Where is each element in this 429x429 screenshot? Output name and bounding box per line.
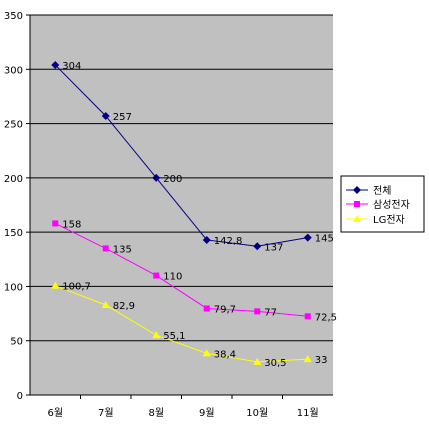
- data-point: [51, 281, 60, 289]
- data-label: 145: [315, 234, 334, 245]
- data-label: 142,8: [214, 236, 243, 247]
- data-label: 304: [62, 61, 81, 72]
- x-tick-label: 7월: [98, 407, 114, 419]
- data-point: [304, 313, 311, 320]
- legend-marker: [353, 215, 361, 222]
- data-point: [52, 220, 59, 227]
- x-tick-label: 10월: [246, 407, 268, 419]
- data-point: [101, 111, 110, 120]
- y-tick-label: 200: [4, 174, 23, 185]
- data-label: 200: [163, 174, 182, 185]
- data-label: 38,4: [214, 349, 236, 360]
- data-label: 55,1: [163, 331, 185, 342]
- y-tick-label: 350: [4, 11, 23, 22]
- data-label: 100,7: [62, 282, 91, 293]
- axes: 0 50 100 150 200 250 300 350 6월 7월 8월 9월 10월 11월: [4, 11, 333, 419]
- y-tick-label: 250: [4, 120, 23, 131]
- data-point: [152, 173, 161, 182]
- x-tick-label: 11월: [297, 407, 319, 419]
- data-point: [202, 235, 211, 244]
- data-point: [202, 349, 211, 357]
- data-label: 257: [113, 112, 132, 123]
- plot-area: [30, 15, 333, 395]
- legend-label: 삼성전자: [373, 199, 410, 211]
- data-point: [153, 272, 160, 279]
- y-tick-label: 300: [4, 65, 23, 76]
- data-label: 72,5: [315, 312, 337, 323]
- x-tick-label: 6월: [47, 407, 63, 419]
- gridlines: [30, 14, 333, 342]
- series-line: [55, 223, 308, 317]
- legend-label: 전체: [373, 185, 391, 197]
- data-point: [203, 305, 210, 312]
- data-labels: 304 257 200 142,8 137 145 158 135 110 79,7 77 72,5 1…: [62, 61, 337, 369]
- series-line: [54, 64, 308, 247]
- data-point: [102, 245, 109, 252]
- data-label: 82,9: [113, 301, 135, 312]
- data-label: 158: [62, 219, 81, 230]
- data-label: 30,5: [264, 358, 286, 369]
- data-label: 79,7: [214, 304, 236, 315]
- y-tick-label: 150: [4, 228, 23, 239]
- legend-label: LG전자: [373, 214, 405, 226]
- data-point: [303, 355, 312, 363]
- legend-marker: [353, 186, 361, 194]
- data-label: 135: [113, 244, 132, 255]
- series-line: [55, 285, 308, 363]
- data-point: [303, 233, 312, 242]
- data-label: 33: [315, 355, 328, 366]
- data-point: [51, 60, 60, 69]
- data-point: [101, 300, 110, 308]
- data-label: 137: [264, 242, 283, 253]
- data-label: 110: [163, 272, 182, 283]
- data-point: [253, 357, 262, 365]
- x-tick-label: 8월: [148, 407, 164, 419]
- y-tick-label: 100: [4, 282, 23, 293]
- x-tick-label: 9월: [199, 407, 215, 419]
- data-point: [253, 242, 262, 251]
- data-label: 77: [264, 307, 277, 318]
- legend-marker: [354, 201, 360, 207]
- series: [51, 60, 312, 365]
- y-tick-label: 0: [17, 391, 23, 402]
- y-tick-label: 50: [10, 337, 23, 348]
- data-point: [152, 331, 161, 339]
- data-point: [254, 308, 261, 315]
